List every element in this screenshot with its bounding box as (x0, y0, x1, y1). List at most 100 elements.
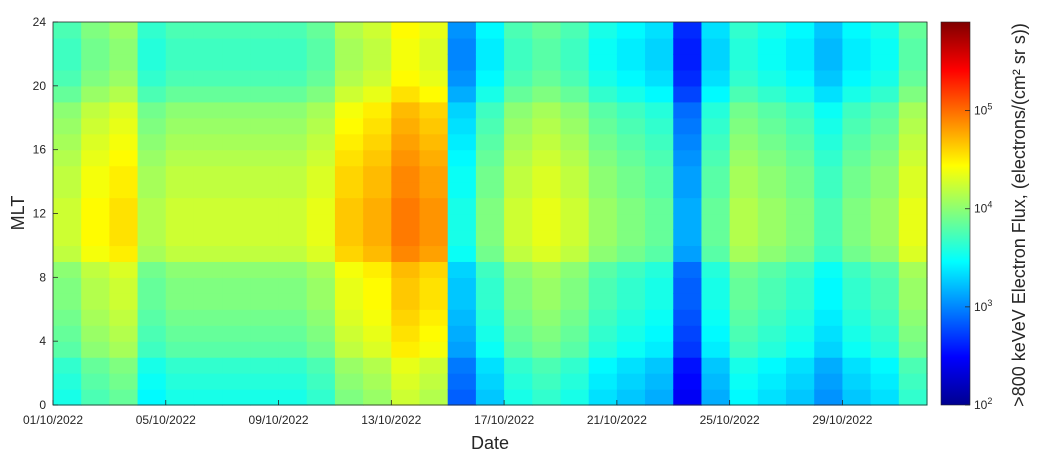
heatmap-cell (306, 245, 336, 262)
heatmap-cell (363, 213, 392, 231)
heatmap-cell (363, 149, 392, 167)
heatmap-cell (419, 309, 449, 326)
heatmap-cell (588, 213, 618, 231)
heatmap-cell (898, 22, 928, 39)
heatmap-cell (222, 133, 251, 151)
heatmap-cell (109, 261, 139, 278)
heatmap-cell (475, 357, 505, 374)
heatmap-cell (447, 357, 477, 374)
heatmap-cell (588, 117, 618, 135)
heatmap-cell (165, 341, 195, 358)
heatmap-cell (870, 101, 900, 119)
heatmap-cell (842, 373, 872, 390)
heatmap-cell (363, 325, 392, 342)
heatmap-cell (137, 22, 167, 39)
heatmap-cell (814, 69, 844, 87)
heatmap-cell (786, 101, 815, 119)
heatmap-cell (363, 69, 392, 87)
heatmap-cell (870, 261, 900, 278)
heatmap-cell (616, 85, 646, 103)
heatmap-cell (81, 149, 110, 167)
heatmap-cell (814, 149, 844, 167)
heatmap-cell (306, 181, 336, 199)
heatmap-cell (814, 389, 844, 406)
heatmap-cell (334, 85, 364, 103)
heatmap-cell (532, 133, 562, 151)
heatmap-cell (786, 69, 815, 87)
heatmap-cell (588, 261, 618, 278)
heatmap-cell (391, 69, 421, 87)
heatmap-cell (391, 261, 421, 278)
heatmap-cell (306, 53, 336, 71)
heatmap-cell (53, 37, 82, 55)
heatmap-cell (757, 389, 787, 406)
heatmap-cell (250, 165, 280, 183)
heatmap-cell (306, 165, 336, 183)
heatmap-cell (165, 389, 195, 406)
heatmap-cell (645, 101, 674, 119)
heatmap-cell (165, 213, 195, 231)
heatmap-cell (645, 37, 674, 55)
heatmap-cell (504, 277, 533, 294)
heatmap-cell (193, 117, 223, 135)
heatmap-cell (729, 245, 759, 262)
heatmap-cell (165, 53, 195, 71)
heatmap-cell (532, 117, 562, 135)
heatmap-cell (419, 277, 449, 294)
heatmap-cell (842, 213, 872, 231)
heatmap-cell (701, 229, 731, 247)
heatmap-cell (645, 22, 674, 39)
x-tick-label: 29/10/2022 (812, 413, 872, 427)
heatmap-cell (250, 22, 280, 39)
heatmap-cell (588, 101, 618, 119)
heatmap-cell (616, 69, 646, 87)
heatmap-cell (165, 325, 195, 342)
heatmap-cell (334, 37, 364, 55)
colorbar-tick-label: 104 (974, 200, 992, 216)
heatmap-cell (701, 117, 731, 135)
heatmap-cell (137, 117, 167, 135)
colorbar (940, 21, 971, 406)
heatmap-cell (814, 325, 844, 342)
heatmap-cell (109, 373, 139, 390)
heatmap-cell (814, 229, 844, 247)
heatmap-cell (588, 325, 618, 342)
heatmap-cell (278, 229, 308, 247)
heatmap-cell (391, 229, 421, 247)
heatmap-cell (222, 165, 251, 183)
heatmap-cell (560, 245, 590, 262)
heatmap-cell (588, 37, 618, 55)
heatmap-cell (391, 85, 421, 103)
heatmap-cell (419, 341, 449, 358)
heatmap-cell (475, 389, 505, 406)
heatmap-cell (786, 197, 815, 215)
heatmap-cell (363, 101, 392, 119)
heatmap-cell (842, 117, 872, 135)
heatmap-cell (560, 229, 590, 247)
heatmap-cell (504, 165, 533, 183)
heatmap-cell (222, 277, 251, 294)
heatmap-cell (278, 53, 308, 71)
heatmap-cell (842, 389, 872, 406)
heatmap-cell (786, 22, 815, 39)
heatmap-cell (616, 197, 646, 215)
heatmap-cell (137, 373, 167, 390)
heatmap-cell (222, 293, 251, 310)
heatmap-cell (673, 197, 703, 215)
heatmap-cell (616, 261, 646, 278)
heatmap-cell (447, 181, 477, 199)
heatmap-cell (616, 181, 646, 199)
heatmap-cell (475, 85, 505, 103)
heatmap-cell (81, 53, 110, 71)
heatmap-cell (814, 309, 844, 326)
heatmap-cell (673, 149, 703, 167)
heatmap-cell (475, 101, 505, 119)
heatmap-cell (757, 341, 787, 358)
heatmap-cell (250, 85, 280, 103)
heatmap-cell (447, 69, 477, 87)
heatmap-cell (729, 181, 759, 199)
heatmap-cell (616, 149, 646, 167)
heatmap-cell (334, 197, 364, 215)
heatmap-cell (475, 213, 505, 231)
heatmap-cell (814, 37, 844, 55)
